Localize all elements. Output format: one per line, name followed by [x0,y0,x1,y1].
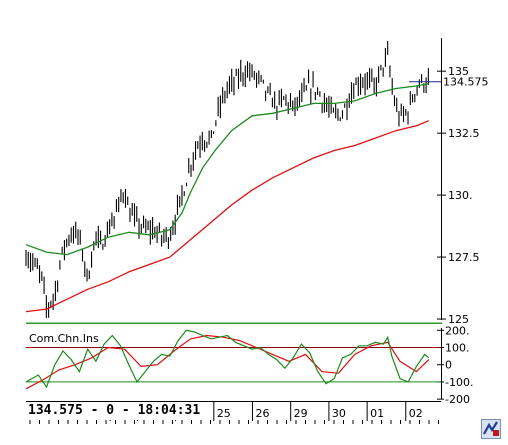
cci-panel: 200. 100. 0 -100. -200 [25,324,473,406]
price-tick-label: 132.5 [448,127,480,140]
price-tick-label: 130. [448,189,473,202]
cci-tick-label: -200 [445,393,470,406]
chart-tool-icon[interactable] [481,419,501,439]
x-tick-label: 25 [217,407,231,420]
long-ma-line [25,120,430,313]
cci-tick-label: -100. [445,376,473,389]
status-readout: 134.575 - 0 - 18:04:31 [28,402,203,420]
short-ma-line [25,82,429,256]
price-tick-label: 127.5 [448,251,480,264]
cci-line [25,329,430,389]
price-tick-label: 125 [448,313,469,326]
x-tick-label: 02 [409,407,423,420]
price-panel: 135 132.5 130. 127.5 125 134.575 [25,38,489,326]
indicator-label: Com.Chn.Ins [29,332,99,345]
x-tick-label: 01 [370,407,384,420]
cci-tick-label: 100. [445,342,470,355]
x-tick-label: 26 [255,407,269,420]
cci-tick-label: 0 [445,359,452,372]
cci-tick-label: 200. [445,324,470,337]
x-tick-label: 29 [294,407,308,420]
price-tick-label: 135 [448,65,469,78]
last-price-label: 134.575 [443,76,489,89]
panel-separator [26,322,442,324]
x-tick-label: 30 [332,407,346,420]
